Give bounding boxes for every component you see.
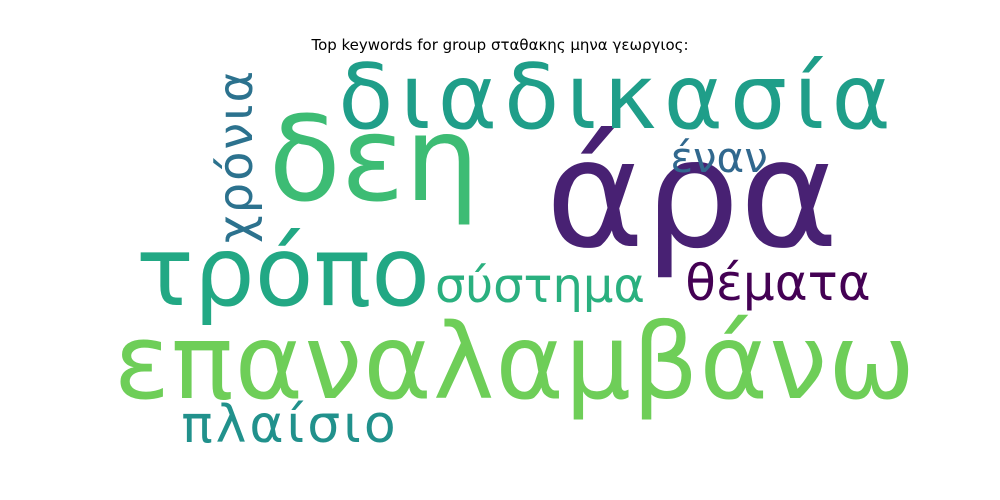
word-επαναλαμβάνω: επαναλαμβάνω xyxy=(114,301,916,423)
word-θέματα: θέματα xyxy=(685,254,870,312)
word-τρόπο: τρόπο xyxy=(136,216,430,328)
word-πλαίσιο: πλαίσιο xyxy=(181,395,398,455)
word-χρόνια: χρόνια xyxy=(208,69,264,243)
word-σύστημα: σύστημα xyxy=(435,258,645,314)
word-δεη: δεη xyxy=(269,90,480,228)
word-έναν: έναν xyxy=(670,133,767,182)
word-διαδικασία: διαδικασία xyxy=(338,45,898,150)
chart-title: Top keywords for group σταθακης μηνα γεω… xyxy=(311,36,689,54)
word-άρα: άρα xyxy=(546,108,839,282)
